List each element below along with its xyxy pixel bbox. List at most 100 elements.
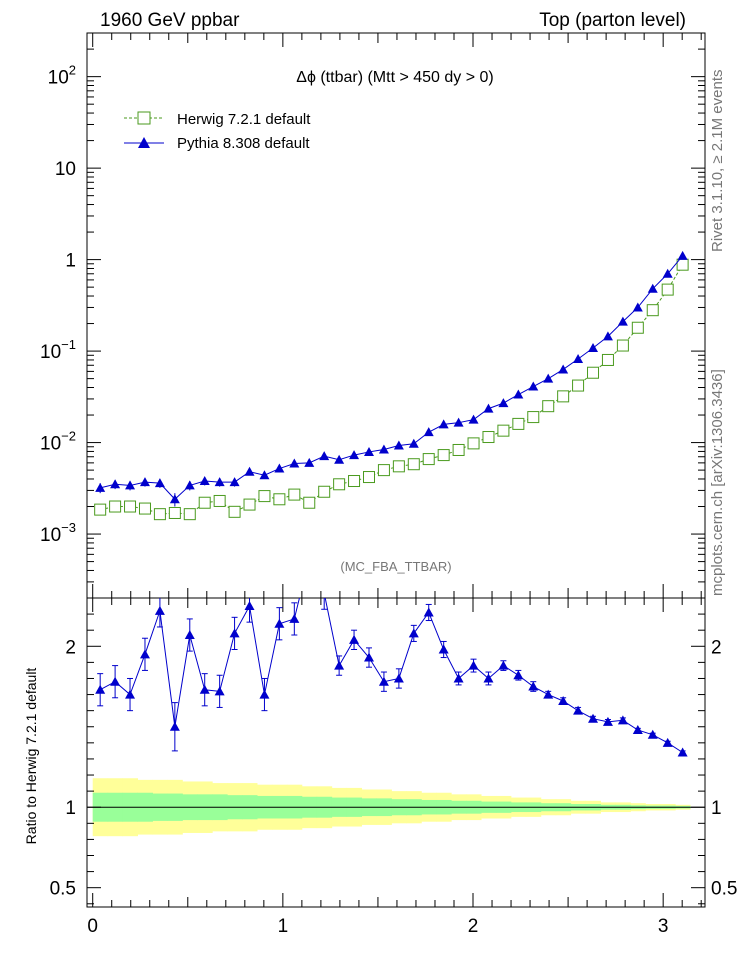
ratio-pythia-point [588,713,599,723]
herwig-point [452,443,465,456]
ratio-series-group [95,553,688,757]
ratio-pythia-point [453,673,464,683]
herwig-point [437,449,450,462]
main-y-tick-label: 1 [65,251,76,272]
ratio-pythia-point [154,605,165,615]
pythia-line [100,255,684,500]
herwig-point [587,366,600,379]
ratio-pythia-point [199,684,210,694]
pythia-point [498,398,509,408]
pythia-point [468,414,479,424]
pythia-point [393,440,404,450]
herwig-point [183,508,196,521]
herwig-point [422,453,435,466]
ratio-pythia-point [393,673,404,683]
pythia-point [349,450,360,460]
ratio-pythia-point [468,660,479,670]
herwig-point [153,508,166,521]
pythia-point [647,283,658,293]
ratio-pythia-point [214,686,225,696]
pythia-point [632,302,643,312]
pythia-point [438,419,449,429]
ratio-y-tick-label-left: 2 [65,637,76,658]
ratio-pythia-point [483,673,494,683]
pythia-point [110,479,121,489]
ratio-pythia-point [244,601,255,611]
herwig-point [228,505,241,518]
pythia-point [259,470,270,480]
ratio-y-tick-label-right: 0.5 [711,879,737,900]
ratio-x-tick-label: 3 [658,916,669,937]
ratio-pythia-point [289,613,300,623]
header-left: 1960 GeV ppbar [100,10,240,31]
ratio-pythia-point [602,716,613,726]
ratio-pythia-point [229,628,240,638]
ratio-pythia-point [558,696,569,705]
pythia-point [169,494,180,504]
main-y-tick-label: 10−1 [40,337,76,363]
main-y-tick-label: 10−2 [40,429,76,455]
herwig-point [512,417,525,430]
ratio-pythia-point [423,607,434,617]
herwig-point [318,485,331,498]
herwig-point [243,498,256,511]
pythia-point [528,381,539,391]
ratio-pythia-point [304,553,314,562]
pythia-point [289,458,300,468]
herwig-point [542,400,555,413]
pythia-point [363,446,374,456]
ratio-pythia-point [334,660,345,670]
ratio-y-tick-label-right: 2 [711,637,722,658]
ratio-pythia-point [617,715,628,725]
herwig-point [497,424,510,437]
herwig-point [168,506,181,519]
herwig-point [646,304,659,317]
ratio-pythia-point [543,689,554,699]
pythia-point [214,477,225,487]
herwig-point [138,502,151,515]
pythia-point [558,364,569,374]
ratio-pythia-point [408,628,419,638]
ratio-y-tick-label-left: 0.5 [50,879,76,900]
ratio-pythia-point [498,660,509,670]
herwig-point [661,283,674,296]
ratio-pythia-point [513,670,524,680]
pythia-point [588,343,599,353]
main-y-tick-label: 10−3 [40,520,76,546]
ratio-pythia-point [647,729,658,739]
ratio-plot-panel: Ratio to Herwig 7.2.1 default 0 1 2 3 0.5 0.5… [23,553,737,937]
pythia-point [423,427,434,437]
pythia-point [199,476,210,486]
herwig-point [572,379,585,392]
pythia-point [662,268,673,278]
plot-title: Δϕ (ttbar) (Mtt > 450 dy > 0) [296,69,494,86]
main-y-tick-label: 10 [55,159,76,180]
pythia-point [677,250,688,260]
herwig-point [377,464,390,477]
herwig-point [407,458,420,471]
pythia-point [274,463,285,473]
ratio-pythia-point [259,689,270,699]
main-plot-panel: Δϕ (ttbar) (Mtt > 450 dy > 0) (MC_FBA_TT… [40,32,706,599]
pythia-point [543,373,554,383]
pythia-point [184,480,195,490]
ratio-x-tick-label: 0 [87,916,98,937]
herwig-point [557,390,570,403]
herwig-point [362,471,375,484]
ratio-pythia-point [169,721,180,731]
rivet-label: Rivet 3.1.10, ≥ 2.1M events [709,70,726,253]
legend-herwig-marker [137,111,151,125]
ratio-x-tick-label: 1 [278,916,289,937]
pythia-point [304,457,315,467]
ratio-pythia-line [99,598,683,753]
pythia-point [125,480,136,490]
ratio-pythia-point [125,689,136,699]
pythia-point [334,454,345,464]
herwig-point [527,411,540,424]
ratio-pythia-point [349,634,360,644]
ratio-pythia-point [363,652,374,662]
pythia-point [319,451,330,461]
ratio-pythia-point [573,705,584,715]
pythia-point [378,444,389,454]
